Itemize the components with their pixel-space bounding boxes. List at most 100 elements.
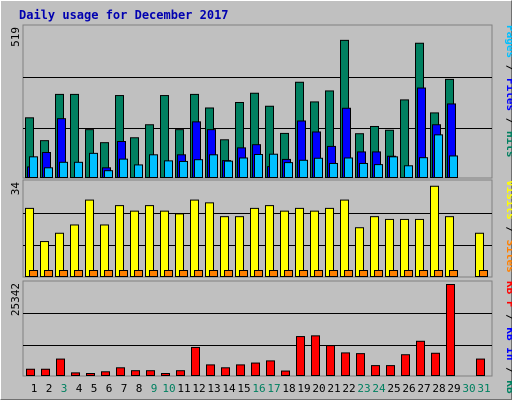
- bar-kbf-day-25: [386, 365, 395, 376]
- legend-visits-2: Sites: [504, 240, 512, 273]
- bar-pages-day-17: [269, 153, 278, 179]
- x-tick-label-day-7: 7: [121, 382, 128, 395]
- bar-sites-day-27: [419, 270, 428, 277]
- bar-pages-day-12: [194, 159, 203, 178]
- bar-sites-day-18: [284, 270, 293, 277]
- legend-kbytes-0: KB F: [504, 281, 512, 308]
- x-tick-label-day-10: 10: [162, 382, 175, 395]
- x-tick-label-day-18: 18: [282, 382, 295, 395]
- bar-visits-day-24: [370, 216, 379, 277]
- bar-sites-day-16: [254, 270, 263, 277]
- legend-hits-1: Files: [504, 78, 512, 111]
- legend-hits-2: Hits: [504, 131, 512, 158]
- bar-pages-day-9: [149, 154, 158, 179]
- x-tick-label-day-23: 23: [357, 382, 370, 395]
- bar-visits-day-4: [70, 224, 79, 277]
- bar-visits-day-11: [175, 213, 184, 277]
- bar-pages-day-26: [404, 165, 413, 178]
- bar-pages-day-27: [419, 157, 428, 178]
- legend-kbytes-3: /: [504, 367, 512, 374]
- x-tick-label-day-5: 5: [91, 382, 98, 395]
- x-tick-label-day-26: 26: [402, 382, 415, 395]
- bar-kbf-day-3: [56, 358, 65, 376]
- x-tick-label-day-14: 14: [222, 382, 236, 395]
- panel-kbytes-legend: KB F / KB In / KB Out: [504, 281, 512, 400]
- x-tick-label-day-2: 2: [46, 382, 53, 395]
- bar-sites-day-11: [179, 270, 188, 277]
- bar-visits-day-10: [160, 210, 169, 278]
- bar-kbf-day-16: [251, 362, 260, 376]
- bar-sites-day-2: [44, 270, 53, 277]
- bar-sites-day-1: [29, 270, 38, 277]
- bar-kbf-day-10: [161, 373, 170, 376]
- legend-kbytes-sep-1: [504, 321, 512, 328]
- x-tick-label-day-24: 24: [372, 382, 386, 395]
- bar-pages-day-16: [254, 154, 263, 179]
- bar-kbf-day-11: [176, 370, 185, 377]
- bar-sites-day-28: [434, 270, 443, 277]
- bar-pages-day-2: [44, 167, 53, 178]
- bar-pages-day-13: [209, 154, 218, 179]
- x-tick-label-day-15: 15: [237, 382, 250, 395]
- bar-kbf-day-18: [281, 370, 290, 377]
- bar-visits-day-27: [415, 218, 424, 277]
- bar-kbf-day-4: [71, 372, 80, 376]
- bar-visits-day-20: [310, 210, 319, 278]
- bar-pages-day-18: [284, 162, 293, 179]
- x-tick-label-day-12: 12: [192, 382, 205, 395]
- bar-pages-day-6: [104, 170, 113, 179]
- bar-visits-day-26: [400, 218, 409, 277]
- x-tick-label-day-28: 28: [432, 382, 445, 395]
- panel-kbytes-max-label: 25342: [9, 283, 22, 316]
- bar-sites-day-8: [134, 270, 143, 277]
- x-tick-label-day-17: 17: [267, 382, 280, 395]
- x-tick-label-day-13: 13: [207, 382, 220, 395]
- bar-kbf-day-20: [311, 335, 320, 377]
- x-tick-label-day-9: 9: [151, 382, 158, 395]
- bar-pages-day-28: [434, 134, 443, 178]
- bar-pages-day-20: [314, 157, 323, 178]
- bar-pages-day-25: [389, 156, 398, 178]
- bar-sites-day-14: [224, 270, 233, 277]
- bar-visits-day-9: [145, 205, 154, 277]
- bar-visits-day-1: [25, 207, 34, 277]
- panel-visits-legend: Visits / Sites: [504, 180, 512, 273]
- bar-visits-day-8: [130, 210, 139, 278]
- bar-visits-day-7: [115, 205, 124, 277]
- bar-pages-day-4: [74, 161, 83, 179]
- bar-kbf-day-23: [356, 353, 365, 376]
- panel-hits-max-label: 519: [9, 27, 22, 47]
- bar-visits-day-16: [250, 207, 259, 277]
- bar-sites-day-20: [314, 270, 323, 277]
- bar-pages-day-1: [29, 156, 38, 178]
- bar-sites-day-6: [104, 270, 113, 277]
- bar-visits-day-28: [430, 185, 439, 277]
- x-tick-label-day-6: 6: [106, 382, 113, 395]
- bar-sites-day-7: [119, 270, 128, 277]
- legend-hits-sep-1: /: [504, 111, 512, 131]
- bar-kbf-day-8: [131, 370, 140, 377]
- legend-hits-0: Pages: [504, 25, 512, 58]
- bar-sites-day-24: [374, 270, 383, 277]
- bar-kbf-day-1: [26, 368, 35, 376]
- bar-sites-day-10: [164, 270, 173, 277]
- x-tick-label-day-16: 16: [252, 382, 265, 395]
- bar-sites-day-21: [329, 270, 338, 277]
- bar-pages-day-15: [239, 157, 248, 178]
- legend-hits-sep-0: /: [504, 58, 512, 78]
- legend-visits-1: /: [504, 226, 512, 233]
- bar-visits-day-14: [220, 216, 229, 277]
- bar-sites-day-12: [194, 270, 203, 277]
- legend-kbytes-2: KB In: [504, 327, 512, 360]
- bar-sites-day-26: [404, 270, 413, 277]
- bar-pages-day-21: [329, 162, 338, 179]
- bar-kbf-day-7: [116, 367, 125, 377]
- legend-kbytes-sep-2: [504, 361, 512, 368]
- bar-visits-day-17: [265, 205, 274, 277]
- bar-visits-day-12: [190, 199, 199, 278]
- bar-visits-day-18: [280, 210, 289, 278]
- bar-kbf-day-2: [41, 368, 50, 376]
- bar-kbf-day-9: [146, 370, 155, 377]
- legend-kbytes-sep-3: [504, 374, 512, 381]
